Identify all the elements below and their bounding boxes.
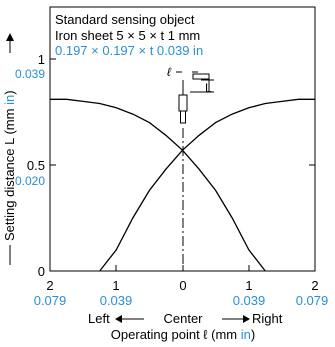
y-axis-label: Setting distance L (mm in) <box>2 90 17 241</box>
sensor-diagram: ℓ L <box>167 65 214 124</box>
xlabel-text: Operating point ℓ (mm <box>111 327 241 342</box>
ylabel-close: ) <box>2 90 17 94</box>
x-tick-label-l2: 2 <box>46 278 53 293</box>
y-tick-label-05: 0.5 <box>27 158 45 173</box>
direction-center: Center <box>163 311 203 326</box>
left-arrowhead <box>115 315 122 323</box>
info-line-2: Iron sheet 5 × 5 × t 1 mm <box>55 28 200 43</box>
curve-left-approach <box>50 98 266 272</box>
x-tick-in-r1: 0.039 <box>233 293 266 308</box>
x-tick-in-l2: 0.079 <box>34 293 67 308</box>
x-tick-label-l1: 1 <box>112 278 119 293</box>
y-tick-label-0: 0 <box>38 264 45 279</box>
y-tick-in-05: 0.020 <box>15 174 45 188</box>
ylabel-arrowhead <box>6 33 14 41</box>
x-tick-label-0: 0 <box>179 278 186 293</box>
sensor-body <box>178 94 188 112</box>
right-arrowhead <box>243 315 250 323</box>
ylabel-unit: in <box>2 95 17 105</box>
x-tick-in-r2: 0.079 <box>296 293 329 308</box>
ell-label: ℓ <box>167 65 172 79</box>
xlabel-close: ) <box>251 327 255 342</box>
direction-left: Left <box>88 311 110 326</box>
direction-right: Right <box>252 311 283 326</box>
y-tick-label-1: 1 <box>38 52 45 67</box>
x-axis-label: Operating point ℓ (mm in) <box>111 327 255 342</box>
x-tick-label-r2: 2 <box>311 278 318 293</box>
ylabel-text: Setting distance L (mm <box>2 105 17 241</box>
L-label: L <box>205 81 212 95</box>
target-plate <box>192 73 210 80</box>
info-line-3: 0.197 × 0.197 × t 0.039 in <box>55 43 203 58</box>
curve-right-approach <box>99 98 315 272</box>
x-tick-in-l1: 0.039 <box>100 293 133 308</box>
xlabel-unit: in <box>241 327 251 342</box>
info-line-1: Standard sensing object <box>55 12 195 27</box>
sensor-tip <box>180 110 186 124</box>
x-tick-label-r1: 1 <box>245 278 252 293</box>
y-tick-in-1: 0.039 <box>15 67 45 81</box>
